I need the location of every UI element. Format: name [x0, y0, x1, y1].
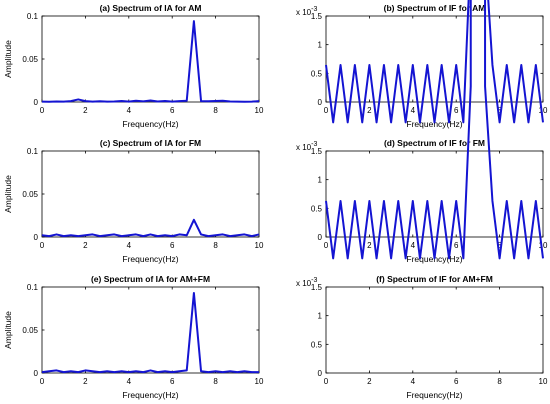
panel-d-title: (d) Spectrum of IF for FM [384, 138, 485, 148]
panel-b-xtick-label: 10 [539, 106, 548, 115]
panel-e-title: (e) Spectrum of IA for AM+FM [91, 274, 210, 284]
panel-e-xtick-label: 8 [213, 377, 218, 386]
panel-e-axes-box [41, 286, 260, 374]
panel-f-xtick-label: 6 [454, 377, 459, 386]
panel-e-xtick-label: 10 [255, 377, 264, 386]
panel-b-exponent-base: x 10 [296, 8, 312, 17]
panel-d-xtick-label: 6 [454, 241, 459, 250]
panel-b-xlabel: Frequency(Hz) [406, 119, 462, 129]
panel-f-axes-box [325, 286, 544, 374]
panel-d-ytick-label: 1.5 [311, 147, 323, 156]
panel-d-ytick-label: 0 [318, 233, 323, 242]
panel-f-xtick-label: 2 [367, 377, 372, 386]
panel-f-xtick-label: 10 [539, 377, 548, 386]
panel-f-xtick-label: 0 [324, 377, 329, 386]
panel-b-ytick-label: 1.5 [311, 12, 323, 21]
panel-c-ytick-label: 0.05 [22, 190, 38, 199]
panel-b-ytick-label: 1 [318, 41, 323, 50]
panel-e-xtick-label: 4 [127, 377, 132, 386]
panel-c-series-line [41, 218, 260, 238]
panel-d-xtick-label: 8 [497, 241, 502, 250]
panel-f-ytick-label: 0 [318, 369, 323, 378]
panel-a-xtick-label: 4 [127, 106, 132, 115]
panel-d-ytick-label: 1 [318, 176, 323, 185]
panel-b-exponent-power: -3 [311, 6, 317, 13]
panel-d-exponent-power: -3 [311, 141, 317, 148]
panel-d-xtick-label: 10 [539, 241, 548, 250]
panel-a-xtick-label: 2 [83, 106, 88, 115]
panel-a-title: (a) Spectrum of IA for AM [100, 3, 202, 13]
panel-e-ytick-label: 0.05 [22, 326, 38, 335]
panel-c-xtick-label: 10 [255, 241, 264, 250]
panel-f-series-line [325, 0, 544, 260]
panel-c-xtick-label: 0 [40, 241, 45, 250]
panel-e-ytick-label: 0 [34, 369, 39, 378]
panel-f-ytick-label: 1 [318, 312, 323, 321]
panel-c-title: (c) Spectrum of IA for FM [100, 138, 201, 148]
panel-f-exponent-label: x 10-3 [296, 277, 317, 288]
panel-e-xlabel: Frequency(Hz) [122, 390, 178, 400]
panel-a-axes-box [41, 15, 260, 103]
panel-b-title: (b) Spectrum of IF for AM [384, 3, 486, 13]
panel-b-xtick-label: 0 [324, 106, 329, 115]
panel-a-ytick-label: 0.05 [22, 55, 38, 64]
panel-e-xtick-label: 2 [83, 377, 88, 386]
panel-b-axes-box [325, 15, 544, 103]
panel-d-ytick-label: 0.5 [311, 204, 323, 213]
panel-d-axes-box [325, 150, 544, 238]
panel-c-ylabel: Amplitude [3, 175, 13, 213]
panel-e-xtick-label: 0 [40, 377, 45, 386]
panel-a-ylabel: Amplitude [3, 40, 13, 78]
panel-d-xtick-label: 0 [324, 241, 329, 250]
panel-c-xlabel: Frequency(Hz) [122, 254, 178, 264]
panel-e-series-line [41, 292, 259, 374]
panel-a-xlabel: Frequency(Hz) [122, 119, 178, 129]
panel-b-xtick-label: 2 [367, 106, 372, 115]
panel-e-xtick-label: 6 [170, 377, 175, 386]
panel-e-ytick-label: 0.1 [27, 283, 39, 292]
panel-f-xlabel: Frequency(Hz) [406, 390, 462, 400]
panel-c-xtick-label: 2 [83, 241, 88, 250]
panel-c-ytick-label: 0 [34, 233, 39, 242]
panel-b-exponent-label: x 10-3 [296, 6, 317, 17]
panel-b-xtick-label: 4 [411, 106, 416, 115]
panel-b-ytick-label: 0.5 [311, 69, 323, 78]
panel-b-xtick-label: 6 [454, 106, 459, 115]
panel-f-xtick-label: 8 [497, 377, 502, 386]
panel-b-xtick-label: 8 [497, 106, 502, 115]
panel-b-ytick-label: 0 [318, 98, 323, 107]
panel-f-ytick-label: 1.5 [311, 283, 323, 292]
panel-d-xtick-label: 2 [367, 241, 372, 250]
panel-f-exponent-power: -3 [311, 277, 317, 284]
panel-a-series-line [41, 20, 260, 103]
panel-f-ytick-label: 0.5 [311, 340, 323, 349]
panel-a-ytick-label: 0.1 [27, 12, 39, 21]
panel-f-title: (f) Spectrum of IF for AM+FM [376, 274, 493, 284]
panel-a-xtick-label: 8 [213, 106, 218, 115]
panel-f-exponent-base: x 10 [296, 279, 312, 288]
panel-a-xtick-label: 10 [255, 106, 264, 115]
panel-d-series-line [325, 0, 544, 124]
panel-c-axes-box [41, 150, 260, 238]
panel-a-xtick-label: 0 [40, 106, 45, 115]
panel-c-xtick-label: 6 [170, 241, 175, 250]
panel-c-xtick-label: 8 [213, 241, 218, 250]
panel-d-exponent-label: x 10-3 [296, 141, 317, 152]
panel-e-ylabel: Amplitude [3, 311, 13, 349]
panel-c-xtick-label: 4 [127, 241, 132, 250]
panel-f-xtick-label: 4 [411, 377, 416, 386]
panel-a-xtick-label: 6 [170, 106, 175, 115]
panel-a-ytick-label: 0 [34, 98, 39, 107]
panel-d-xtick-label: 4 [411, 241, 416, 250]
panel-d-exponent-base: x 10 [296, 143, 312, 152]
panel-c-ytick-label: 0.1 [27, 147, 39, 156]
